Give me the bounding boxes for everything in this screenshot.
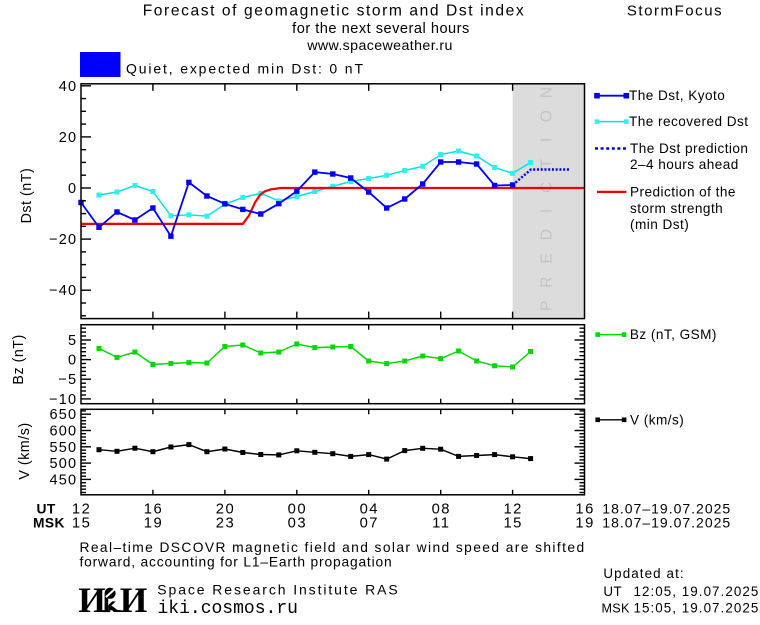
svg-text:20: 20 xyxy=(59,130,78,146)
svg-text:D: D xyxy=(539,229,556,240)
svg-text:500: 500 xyxy=(50,456,78,472)
svg-text:I: I xyxy=(539,138,556,142)
svg-text:18.07–19.07.2025: 18.07–19.07.2025 xyxy=(602,514,731,530)
svg-text:Space Research Institute RAS: Space Research Institute RAS xyxy=(157,582,399,598)
svg-text:19: 19 xyxy=(575,515,594,531)
svg-text:11: 11 xyxy=(432,515,450,531)
svg-text:O: O xyxy=(539,110,556,122)
svg-text:The Dst prediction: The Dst prediction xyxy=(630,141,748,156)
svg-text:for the next several hours: for the next several hours xyxy=(292,21,470,37)
svg-text:15:05, 19.07.2025: 15:05, 19.07.2025 xyxy=(634,601,760,616)
svg-text:2–4 hours ahead: 2–4 hours ahead xyxy=(630,157,739,172)
svg-text:12:05, 19.07.2025: 12:05, 19.07.2025 xyxy=(634,584,760,599)
svg-text:12: 12 xyxy=(503,501,522,517)
svg-text:23: 23 xyxy=(216,515,235,531)
svg-text:Prediction of the: Prediction of the xyxy=(630,184,736,199)
svg-text:I: I xyxy=(539,209,556,213)
svg-text:И: И xyxy=(120,580,148,620)
svg-text:E: E xyxy=(539,253,556,263)
svg-text:(min Dst): (min Dst) xyxy=(630,217,689,232)
svg-text:Updated at:: Updated at: xyxy=(603,566,684,581)
svg-text:450: 450 xyxy=(50,472,78,488)
svg-text:−20: −20 xyxy=(49,232,77,248)
svg-text:00: 00 xyxy=(288,501,307,517)
svg-text:−10: −10 xyxy=(49,392,77,408)
svg-text:04: 04 xyxy=(360,501,379,517)
svg-text:15: 15 xyxy=(503,515,522,531)
svg-text:StormFocus: StormFocus xyxy=(627,3,723,20)
svg-text:UT: UT xyxy=(37,501,56,516)
svg-text:0: 0 xyxy=(68,181,77,197)
svg-text:P: P xyxy=(539,301,556,311)
svg-text:И: И xyxy=(78,580,106,620)
svg-text:The recovered Dst: The recovered Dst xyxy=(629,114,748,129)
svg-text:Forecast of geomagnetic storm: Forecast of geomagnetic storm and Dst in… xyxy=(143,3,526,20)
svg-text:03: 03 xyxy=(288,515,307,531)
svg-text:Dst (nT): Dst (nT) xyxy=(19,168,35,224)
svg-text:08: 08 xyxy=(432,501,451,517)
svg-text:40: 40 xyxy=(59,79,78,95)
svg-text:15: 15 xyxy=(72,515,91,531)
svg-text:forward, accounting for L1–Ear: forward, accounting for L1–Earth propaga… xyxy=(80,554,393,569)
svg-text:−40: −40 xyxy=(49,283,77,299)
svg-text:MSK: MSK xyxy=(33,515,65,530)
svg-text:600: 600 xyxy=(50,424,78,440)
svg-text:Bz (nT): Bz (nT) xyxy=(11,334,27,384)
svg-text:5: 5 xyxy=(68,333,77,349)
svg-text:0: 0 xyxy=(68,353,77,369)
svg-text:MSK: MSK xyxy=(602,602,630,616)
svg-text:19: 19 xyxy=(144,515,163,531)
svg-text:R: R xyxy=(539,276,556,287)
svg-text:550: 550 xyxy=(50,440,78,456)
svg-text:V (km/s): V (km/s) xyxy=(17,422,33,479)
svg-text:T: T xyxy=(539,158,556,168)
svg-text:16: 16 xyxy=(144,501,163,517)
svg-text:www.spaceweather.ru: www.spaceweather.ru xyxy=(306,38,453,54)
svg-text:−5: −5 xyxy=(58,372,77,388)
svg-text:Real–time DSCOVR magnetic fiel: Real–time DSCOVR magnetic field and sola… xyxy=(80,540,586,555)
svg-text:07: 07 xyxy=(360,515,379,531)
svg-text:storm strength: storm strength xyxy=(630,201,723,216)
svg-text:V (km/s): V (km/s) xyxy=(630,412,684,427)
svg-text:12: 12 xyxy=(72,501,91,517)
svg-text:650: 650 xyxy=(50,407,78,423)
svg-text:Bz (nT, GSM): Bz (nT, GSM) xyxy=(630,327,717,342)
svg-text:16: 16 xyxy=(575,501,594,517)
svg-text:The Dst, Kyoto: The Dst, Kyoto xyxy=(629,88,725,103)
svg-text:N: N xyxy=(539,87,556,98)
svg-text:UT: UT xyxy=(603,584,622,599)
svg-text:iki.cosmos.ru: iki.cosmos.ru xyxy=(158,599,298,619)
svg-text:20: 20 xyxy=(216,501,235,517)
svg-text:18.07–19.07.2025: 18.07–19.07.2025 xyxy=(602,500,731,516)
svg-text:Quiet, expected min Dst: 0 nT: Quiet, expected min Dst: 0 nT xyxy=(126,61,365,77)
